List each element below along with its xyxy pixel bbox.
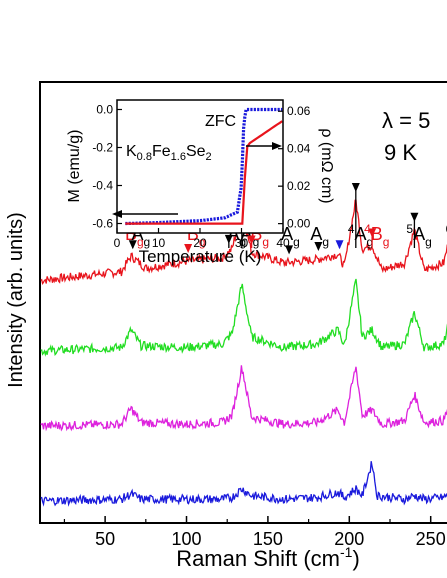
mode-label-main: A (355, 224, 367, 244)
formula-fe: Fe (152, 143, 171, 160)
zfc-label: ZFC (205, 113, 236, 130)
compound-formula: K0.8Fe1.6Se2 (126, 143, 212, 163)
mode-label-sub: g (253, 235, 260, 249)
mode-label-sub: g (199, 235, 206, 249)
mode-label-sub: g (383, 235, 390, 249)
mode-label-sub: g (293, 235, 300, 249)
spectrum-series-2 (40, 278, 447, 357)
mode-arrow-head (351, 182, 360, 192)
mode-label-sub: g (137, 235, 144, 249)
mode-label-sup: 6 (445, 222, 447, 236)
mode-arrow-head (128, 240, 137, 250)
mode-arrow-head (247, 235, 256, 245)
formula-k: K (126, 143, 137, 160)
mode-label-main: A (310, 224, 322, 244)
legend-arrow-m-head (112, 210, 122, 218)
mode-label-sub: g (143, 235, 150, 249)
mode-label-13: 6A (445, 222, 447, 244)
mode-label-main: A (281, 224, 293, 244)
mode-label-main: B (371, 224, 383, 244)
mode-label-sup: 4 (364, 222, 371, 236)
mode-label-7: Ag (281, 224, 300, 255)
inset-x-tick-label-30: 30 (235, 236, 249, 250)
mode-label-12: 5Ag (406, 212, 432, 249)
mode-label-text: Ag (281, 224, 300, 249)
inset-y-tick-label: -0.6 (92, 217, 113, 231)
mode-label-sup: 4 (348, 222, 355, 236)
spectrum-series-3 (40, 365, 447, 432)
mode-label-text: Ag (310, 224, 329, 249)
main-x-axis-label-text: Raman Shift (cm (176, 546, 340, 571)
inset-y-tick-label: -0.2 (92, 141, 113, 155)
mode-label-9 (335, 240, 344, 250)
main-x-axis-label-close: ) (352, 546, 359, 571)
main-x-tick-label-50: 50 (95, 529, 115, 549)
inset-x-tick-label-40: 40 (276, 236, 290, 250)
mode-label-sup: 5 (406, 222, 413, 236)
main-series-group (40, 199, 447, 507)
mode-arrow-head (224, 234, 233, 244)
inset-background (117, 100, 283, 233)
inset-y-axis-right-label: ρ (mΩ cm) (318, 128, 335, 203)
main-x-axis: 50 100 150 200 250 (63, 516, 446, 549)
legend-arrow-m (112, 210, 178, 218)
main-y-axis-label: Intensity (arb. units) (5, 212, 27, 388)
mode-label-11: 4Bg (364, 222, 389, 249)
main-x-tick-label-200: 200 (334, 529, 364, 549)
mode-label-10: 4Ag (348, 182, 373, 249)
mode-arrow-head (335, 240, 344, 250)
formula-se-sub: 2 (206, 151, 212, 163)
main-x-tick-label-150: 150 (253, 529, 283, 549)
legend-arrow-rho-head (272, 142, 282, 150)
inset-series-m (125, 107, 283, 226)
inset-x-tick-label-20: 20 (193, 236, 207, 250)
mode-arrow-head (285, 245, 294, 255)
formula-se: Se (186, 143, 206, 160)
inset-axes: 0 10 20 30 40 0.0 -0.2 -0.4 -0.6 0.00 0.02 0.04 0.06 (92, 103, 310, 251)
inset-x-tick-label-0: 0 (114, 236, 121, 250)
inset-y-axis-label: M (emu/g) (66, 130, 83, 203)
inset-y-right-tick-label: 0.00 (287, 217, 311, 231)
spectrum-series-4 (40, 461, 447, 507)
mode-label-text: 5Ag (406, 222, 431, 249)
formula-k-sub: 0.8 (137, 151, 152, 163)
inset-x-tick-label-10: 10 (152, 236, 166, 250)
inset-y-right-tick-label: 0.02 (287, 179, 311, 193)
mode-arrow-head (368, 228, 377, 238)
mode-label-text: 4Ag (348, 222, 373, 249)
mode-label-text: 4Bg (364, 222, 389, 249)
mode-label-sub: g (322, 235, 329, 249)
main-plot-frame (39, 81, 447, 524)
mode-arrow-head (410, 212, 419, 222)
mode-label-sub: g (240, 235, 247, 249)
main-x-axis-label-sup: -1 (340, 544, 353, 560)
formula-fe-sub: 1.6 (171, 151, 186, 163)
mode-arrow-head (314, 242, 323, 252)
inset-series-group (125, 107, 283, 226)
main-x-axis-label: Raman Shift (cm-1) (176, 544, 360, 571)
legend-arrow-rho (246, 142, 282, 150)
inset-y-right-tick-label: 0.04 (287, 142, 311, 156)
inset-x-axis-label: Temperature (K) (139, 247, 262, 266)
mode-label-sub: g (367, 235, 374, 249)
inset-series-rho (125, 120, 283, 225)
inset-plot: 0 10 20 30 40 0.0 -0.2 -0.4 -0.6 0.00 0.02 0.04 0.06… (66, 99, 335, 266)
mode-label-sub: g (425, 235, 432, 249)
inset-y-tick-label: 0.0 (96, 103, 113, 117)
mode-label-sub: g (262, 235, 269, 249)
mode-label-main: A (413, 224, 425, 244)
mode-arrow-head (184, 244, 193, 254)
spectrum-series-1 (40, 199, 447, 286)
main-x-tick-label-100: 100 (171, 529, 201, 549)
inset-y-right-tick-label: 0.06 (287, 104, 311, 118)
temperature-label: 9 K (384, 140, 417, 165)
main-x-tick-label-250: 250 (416, 529, 446, 549)
inset-y-tick-label: -0.4 (92, 179, 113, 193)
mode-label-text: 6A (445, 222, 447, 244)
mode-label-8: Ag (310, 224, 329, 252)
wavelength-label: λ = 5 (382, 108, 430, 133)
